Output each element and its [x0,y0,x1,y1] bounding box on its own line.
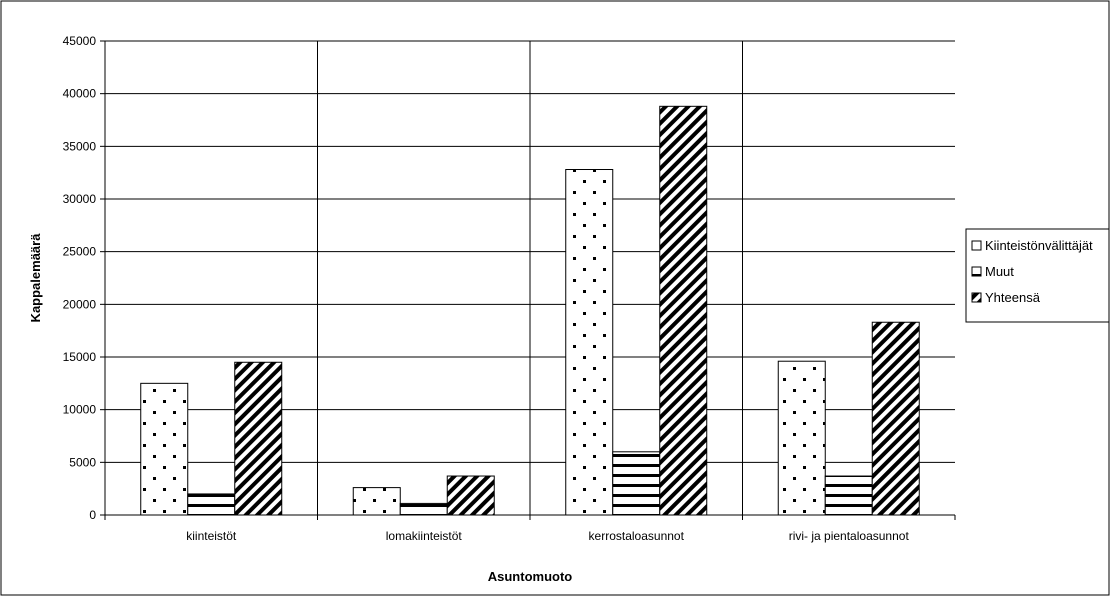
y-tick-label: 15000 [63,350,97,364]
bar [659,105,708,516]
legend: Kiinteistönvälittäjät Muut Yhteensä [965,228,1110,323]
y-tick-label: 10000 [63,403,97,417]
legend-label: Kiinteistönvälittäjät [985,238,1093,253]
x-tick-label: kerrostaloasunnot [589,529,685,543]
y-tick-label: 45000 [63,34,97,48]
bar [234,361,283,516]
bar [399,502,448,516]
y-tick-label: 20000 [63,297,97,311]
x-axis-title: Asuntomuoto [488,569,573,584]
y-tick-label: 30000 [63,192,97,206]
x-tick-label: kiinteistöt [186,529,237,543]
y-axis-title: Kappalemäärä [28,233,43,323]
y-tick-label: 35000 [63,139,97,153]
bar [777,360,826,516]
grid [105,40,955,516]
y-tick-label: 25000 [63,245,97,259]
bar [612,451,661,516]
legend-label: Muut [985,264,1014,279]
legend-label: Yhteensä [985,290,1041,305]
bar [565,169,614,516]
bar [187,493,236,516]
x-tick-label: lomakiinteistöt [386,529,463,543]
bar [352,487,401,516]
bars [140,105,920,516]
x-tick-label: rivi- ja pientaloasunnot [789,529,910,543]
legend-box [965,228,1110,323]
bar [824,475,873,516]
bar [871,321,920,516]
bar [140,382,189,516]
legend-swatch [971,292,982,303]
y-tick-label: 40000 [63,87,97,101]
y-tick-label: 0 [89,508,96,522]
y-tick-label: 5000 [69,455,96,469]
legend-swatch [971,266,982,277]
legend-swatch [971,240,982,251]
axes: 0 5000 10000 15000 20000 25000 30000 35000 40000… [63,34,956,543]
bar [446,475,495,516]
